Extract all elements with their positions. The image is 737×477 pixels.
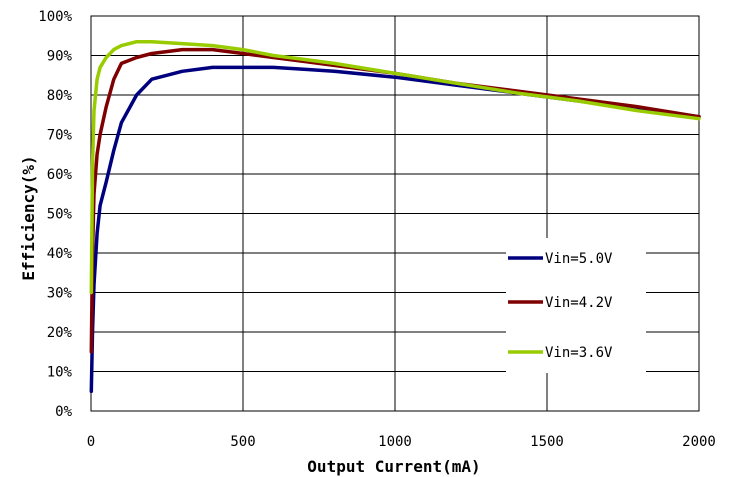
x-tick-label: 500 [230,434,255,450]
y-tick-label: 40% [47,246,73,262]
x-tick-label: 1000 [378,434,412,450]
y-tick-label: 60% [47,167,73,183]
legend-label: Vin=3.6V [545,345,613,361]
y-tick-label: 20% [47,325,73,341]
y-axis-title: Efficiency(%) [19,155,38,280]
legend-label: Vin=4.2V [545,295,613,311]
x-tick-label: 0 [87,434,95,450]
legend: Vin=5.0V Vin=4.2V Vin=3.6V [508,251,613,361]
y-tick-label: 30% [47,286,73,302]
y-tick-label: 90% [47,49,73,65]
y-tick-label: 10% [47,365,73,381]
legend-label: Vin=5.0V [545,251,613,267]
x-tick-label: 1500 [530,434,564,450]
y-tick-label: 50% [47,207,73,223]
y-tick-labels: 0% 10% 20% 30% 40% 50% 60% 70% 80% 90% 100% [38,9,72,420]
series-line [89,39,701,295]
y-tick-label: 70% [47,128,73,144]
y-tick-label: 100% [38,9,72,25]
x-tick-labels: 0 500 1000 1500 2000 [87,434,716,450]
x-axis-title: Output Current(mA) [307,457,480,476]
x-tick-label: 2000 [682,434,716,450]
series-lines [89,39,701,394]
gridlines [90,15,700,412]
y-tick-label: 80% [47,88,73,104]
y-tick-label: 0% [55,404,72,420]
